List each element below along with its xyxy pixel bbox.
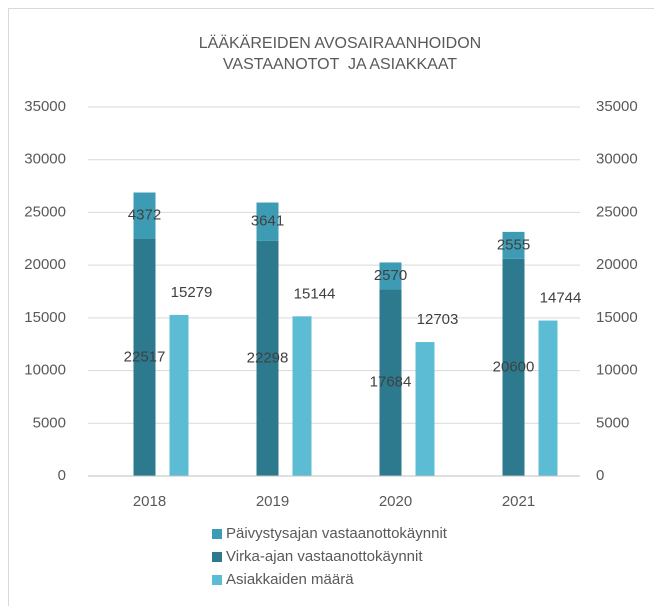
legend-label: Asiakkaiden määrä: [226, 571, 354, 588]
y-tick-label: 0: [58, 467, 66, 484]
chart-title: VASTAANOTOT JA ASIAKKAAT: [223, 56, 457, 73]
chart-title: LÄÄKÄREIDEN AVOSAIRAANHOIDON: [199, 34, 481, 52]
bar-segment: [502, 258, 525, 476]
y2-tick-label: 10000: [596, 362, 638, 379]
y-tick-label: 15000: [24, 309, 66, 326]
y2-tick-label: 35000: [596, 98, 638, 115]
data-label: 3641: [251, 213, 284, 230]
y-tick-label: 35000: [24, 98, 66, 115]
data-label: 22298: [247, 349, 289, 366]
data-label: 4372: [128, 207, 161, 224]
legend-swatch: [212, 529, 222, 539]
bar-segment: [133, 238, 156, 476]
y-tick-label: 30000: [24, 151, 66, 168]
chart-border: [8, 8, 654, 606]
data-label: 12703: [417, 311, 459, 328]
bar: [169, 314, 189, 476]
y2-tick-label: 25000: [596, 203, 638, 220]
y-tick-label: 5000: [33, 414, 66, 431]
legend-swatch: [212, 575, 222, 585]
x-tick-label: 2018: [133, 493, 166, 510]
bar-segment: [379, 262, 402, 290]
bar-segment: [256, 240, 279, 476]
y2-tick-label: 15000: [596, 309, 638, 326]
y-tick-label: 20000: [24, 256, 66, 273]
bar-segment: [256, 202, 279, 241]
bar: [292, 316, 312, 476]
x-tick-label: 2021: [502, 493, 535, 510]
data-label: 17684: [370, 374, 412, 391]
y2-tick-label: 30000: [596, 151, 638, 168]
legend-label: Päivystysajan vastaanottokäynnit: [226, 525, 448, 542]
data-label: 2570: [374, 267, 407, 284]
legend-swatch: [212, 552, 222, 562]
legend-label: Virka-ajan vastaanottokäynnit: [226, 548, 423, 565]
data-label: 22517: [124, 348, 166, 365]
y-tick-label: 25000: [24, 203, 66, 220]
bar-segment: [133, 192, 156, 239]
bar: [538, 320, 558, 476]
bar-segment: [379, 289, 402, 476]
y2-tick-label: 20000: [596, 256, 638, 273]
bar-segment: [502, 231, 525, 259]
data-label: 14744: [540, 290, 582, 307]
x-tick-label: 2020: [379, 493, 412, 510]
data-label: 2555: [497, 236, 530, 253]
data-label: 15144: [294, 285, 336, 302]
data-label: 15279: [171, 284, 213, 301]
x-tick-label: 2019: [256, 493, 289, 510]
y2-tick-label: 5000: [596, 414, 629, 431]
y-tick-label: 10000: [24, 362, 66, 379]
data-label: 20600: [493, 358, 535, 375]
y2-tick-label: 0: [596, 467, 604, 484]
bar: [415, 342, 435, 476]
